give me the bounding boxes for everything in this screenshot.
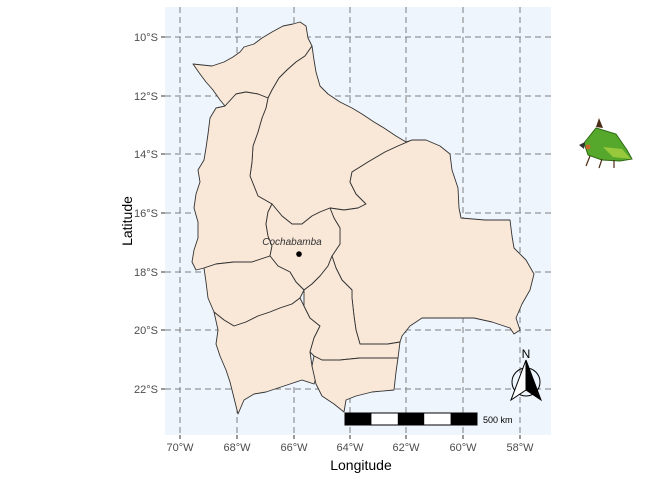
x-tick-label: 60°W bbox=[449, 442, 477, 454]
bolivia-departments bbox=[191, 21, 535, 415]
y-axis-title: Latitude bbox=[119, 196, 135, 246]
department-chuquisaca bbox=[303, 255, 401, 361]
y-tick-label: 14°S bbox=[134, 149, 158, 161]
x-tick-label: 64°W bbox=[336, 442, 364, 454]
y-tick-label: 22°S bbox=[134, 384, 158, 396]
city-point bbox=[296, 251, 302, 257]
city-label: Cochabamba bbox=[262, 237, 322, 248]
x-tick-label: 58°W bbox=[506, 442, 534, 454]
x-tick-label: 66°W bbox=[280, 442, 308, 454]
scale-bar-seg-1 bbox=[345, 413, 372, 425]
scale-bar-label: 500 km bbox=[483, 415, 513, 425]
scale-bar-seg-5 bbox=[450, 413, 477, 425]
treehopper-insect-icon bbox=[579, 118, 633, 169]
y-tick-label: 16°S bbox=[134, 208, 158, 220]
x-tick-label: 70°W bbox=[166, 442, 194, 454]
y-tick-label: 10°S bbox=[134, 32, 158, 44]
x-axis: 70°W 68°W 66°W 64°W 62°W 60°W 58°W Longi… bbox=[166, 435, 534, 473]
y-axis: 10°S 12°S 14°S 16°S 18°S 20°S 22°S Latit… bbox=[119, 32, 165, 396]
x-axis-title: Longitude bbox=[330, 457, 392, 473]
y-tick-label: 18°S bbox=[134, 267, 158, 279]
department-tarija bbox=[311, 355, 399, 413]
north-arrow-label: N bbox=[522, 347, 531, 361]
city-marker-cochabamba: Cochabamba bbox=[262, 237, 322, 257]
y-tick-label: 12°S bbox=[134, 91, 158, 103]
north-arrow: N bbox=[509, 347, 543, 402]
scale-bar-seg-3 bbox=[397, 413, 425, 425]
north-arrow-left-half bbox=[509, 359, 527, 402]
y-tick-label: 20°S bbox=[134, 325, 158, 337]
x-tick-label: 68°W bbox=[223, 442, 251, 454]
scale-bar: 500 km bbox=[344, 412, 513, 426]
x-tick-label: 62°W bbox=[392, 442, 420, 454]
